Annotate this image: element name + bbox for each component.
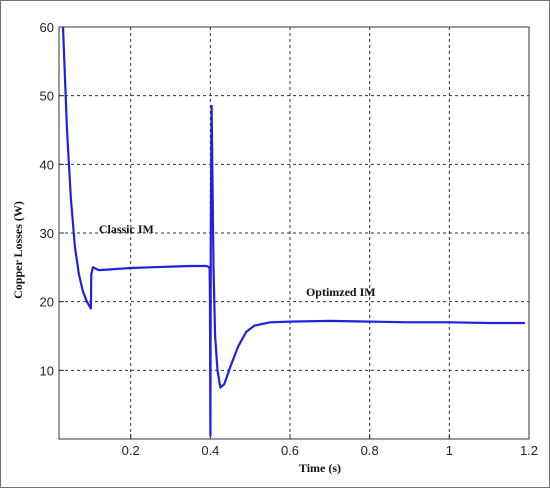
series-line	[61, 26, 525, 437]
y-axis-label: Copper Losses (W)	[11, 201, 25, 299]
x-tick-label: 1.2	[520, 443, 538, 458]
y-tick-label: 10	[40, 363, 54, 378]
x-tick-label: 0.4	[201, 443, 219, 458]
annotation-label: Classic IM	[99, 222, 154, 236]
y-tick-label: 60	[40, 20, 54, 35]
y-tick-label: 30	[40, 226, 54, 241]
y-tick-label: 20	[40, 295, 54, 310]
x-tick-label: 0.6	[281, 443, 299, 458]
x-tick-label: 1	[446, 443, 453, 458]
x-tick-label: 0.8	[361, 443, 379, 458]
y-tick-label: 50	[40, 89, 54, 104]
plot-frame	[58, 26, 530, 440]
x-axis-label: Time (s)	[299, 461, 341, 475]
x-tick-label: 0.2	[122, 443, 140, 458]
annotation-label: Optimzed IM	[306, 285, 376, 299]
annotations: Classic IM Optimzed IM	[99, 222, 376, 299]
grid	[59, 27, 529, 439]
y-tick-label: 40	[40, 157, 54, 172]
series-layer	[61, 26, 525, 437]
tick-labels: 0.2 0.4 0.6 0.8 1 1.2 10 20 30 40 50 60	[40, 20, 539, 458]
axes-box	[58, 26, 530, 440]
